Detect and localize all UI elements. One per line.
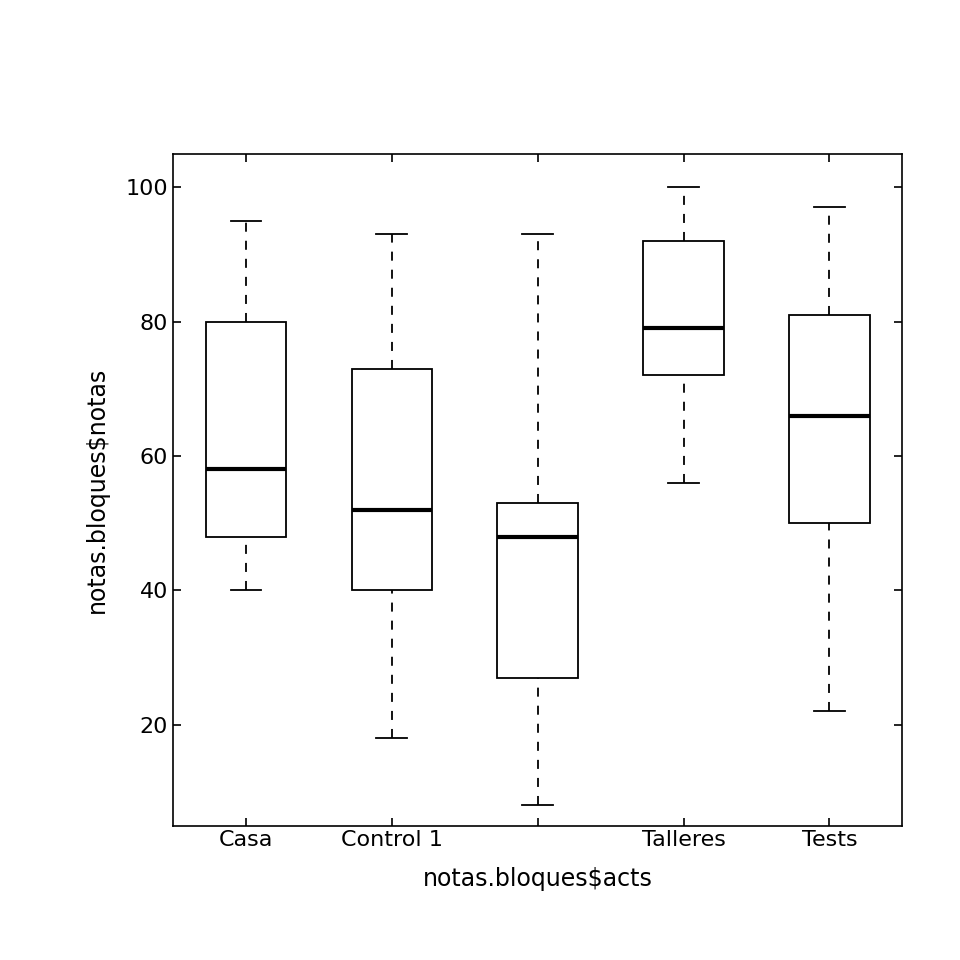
FancyBboxPatch shape [643, 241, 724, 375]
FancyBboxPatch shape [205, 322, 286, 537]
FancyBboxPatch shape [789, 315, 870, 523]
Y-axis label: notas.bloques$notas: notas.bloques$notas [84, 367, 108, 612]
FancyBboxPatch shape [351, 369, 432, 590]
X-axis label: notas.bloques$acts: notas.bloques$acts [422, 867, 653, 891]
FancyBboxPatch shape [497, 503, 578, 678]
